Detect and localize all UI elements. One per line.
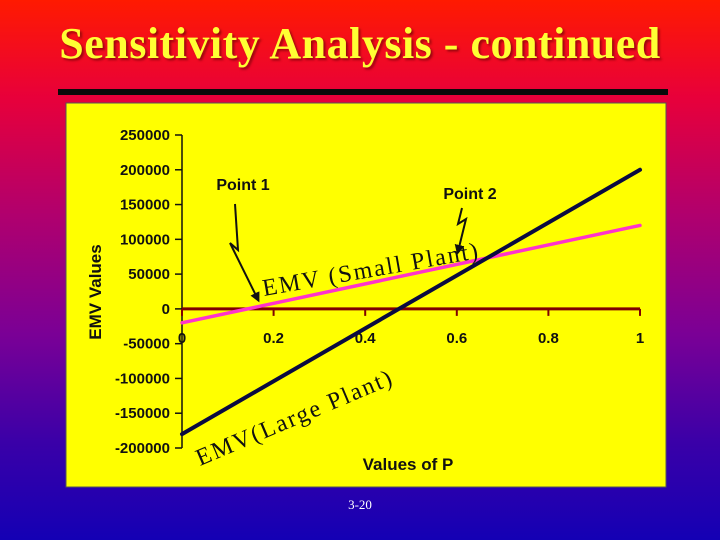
x-axis-title: Values of P — [363, 455, 454, 474]
y-tick-label: -200000 — [115, 440, 170, 457]
x-tick-label: 1 — [636, 330, 644, 347]
y-axis-title: EMV Values — [86, 244, 105, 339]
x-tick-label: 0.6 — [446, 330, 467, 347]
y-tick-label: 0 — [162, 301, 170, 318]
slide-number: 3-20 — [348, 497, 372, 512]
plot-background — [65, 102, 667, 488]
x-tick-label: 0.8 — [538, 330, 559, 347]
y-tick-label: 150000 — [120, 197, 170, 214]
large-plant-line — [180, 167, 642, 437]
y-tick-label: 250000 — [120, 127, 170, 144]
y-tick-label: 200000 — [120, 162, 170, 179]
x-tick-label: 0 — [178, 330, 186, 347]
slide-title: Sensitivity Analysis - continued — [59, 19, 661, 68]
y-tick-label: -50000 — [123, 336, 170, 353]
title-divider — [58, 89, 668, 95]
x-tick-label: 0.2 — [263, 330, 284, 347]
small-plant-line — [180, 223, 642, 325]
x-tick-label: 0.4 — [355, 330, 377, 347]
callout-arrow — [229, 203, 260, 303]
callout-label: Point 1 — [216, 177, 269, 194]
y-tick-label: -100000 — [115, 370, 170, 387]
y-tick-label: -150000 — [115, 405, 170, 422]
y-tick-label: 100000 — [120, 231, 170, 248]
y-tick-label: 50000 — [128, 266, 170, 283]
callout-label: Point 2 — [443, 186, 496, 203]
callout-arrow — [454, 207, 468, 255]
